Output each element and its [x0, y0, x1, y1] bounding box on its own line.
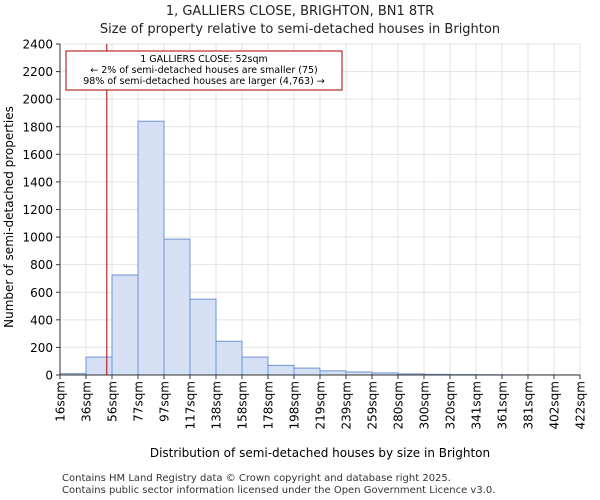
bar-97sqm [163, 238, 191, 376]
y-tick-label: 1600 [22, 148, 53, 162]
y-tick-label: 0 [45, 369, 53, 383]
x-tick-label: 239sqm [340, 381, 354, 429]
y-axis-label: Number of semi-detached properties [2, 106, 16, 328]
y-tick-label: 800 [30, 258, 53, 272]
x-tick-label: 178sqm [262, 381, 276, 429]
x-tick-label: 381sqm [522, 381, 536, 429]
x-tick-label: 56sqm [106, 381, 120, 422]
x-tick-label: 422sqm [574, 381, 588, 429]
footer-copyright: Contains HM Land Registry data © Crown c… [62, 473, 451, 484]
bar-198sqm [293, 367, 321, 376]
x-tick-label: 198sqm [288, 381, 302, 429]
x-tick-label: 117sqm [184, 381, 198, 429]
bar-138sqm [215, 340, 243, 376]
annotation-box [65, 50, 343, 91]
x-tick-label: 16sqm [54, 381, 68, 422]
x-tick-label: 158sqm [236, 381, 250, 429]
x-axis-label: Distribution of semi-detached houses by … [150, 446, 490, 460]
x-tick-label: 36sqm [80, 381, 94, 422]
x-tick-label: 341sqm [470, 381, 484, 429]
y-tick-label: 1000 [22, 231, 53, 245]
footer-licence: Contains public sector information licen… [62, 485, 496, 496]
x-tick-label: 138sqm [210, 381, 224, 429]
bar-77sqm [137, 120, 165, 376]
annotation-line-3: 98% of semi-detached houses are larger (… [83, 76, 325, 87]
x-tick-label: 402sqm [548, 381, 562, 429]
annotation-line-2: ← 2% of semi-detached houses are smaller… [90, 65, 318, 76]
y-tick-label: 1800 [22, 120, 53, 134]
bar-117sqm [189, 298, 217, 376]
x-tick-label: 219sqm [314, 381, 328, 429]
x-tick-label: 320sqm [444, 381, 458, 429]
y-tick-label: 200 [30, 341, 53, 355]
annotation-line-1: 1 GALLIERS CLOSE: 52sqm [140, 54, 268, 65]
bar-56sqm [111, 274, 139, 376]
chart-subtitle: Size of property relative to semi-detach… [99, 22, 501, 37]
histogram-chart: 0 200 400 600 800 1000 1200 1400 1600 1800 2000 220… [2, 38, 588, 461]
page-title: 1, GALLIERS CLOSE, BRIGHTON, BN1 8TR [165, 4, 435, 19]
bar-178sqm [267, 364, 295, 376]
x-tick-label: 300sqm [418, 381, 432, 429]
y-tick-label: 600 [30, 286, 53, 300]
x-tick-label: 361sqm [496, 381, 510, 429]
x-tick-label: 77sqm [132, 381, 146, 422]
x-tick-label: 259sqm [366, 381, 380, 429]
y-tick-label: 2200 [22, 65, 53, 79]
y-tick-label: 400 [30, 313, 53, 327]
y-tick-label: 1400 [22, 175, 53, 189]
x-tick-label: 97sqm [158, 381, 172, 422]
bar-219sqm [319, 370, 347, 376]
bar-36sqm [85, 356, 113, 376]
x-tick-label: 280sqm [392, 381, 406, 429]
y-tick-label: 1200 [22, 203, 53, 217]
y-tick-label: 2000 [22, 93, 53, 107]
bar-158sqm [241, 356, 269, 376]
y-tick-label: 2400 [22, 38, 53, 52]
